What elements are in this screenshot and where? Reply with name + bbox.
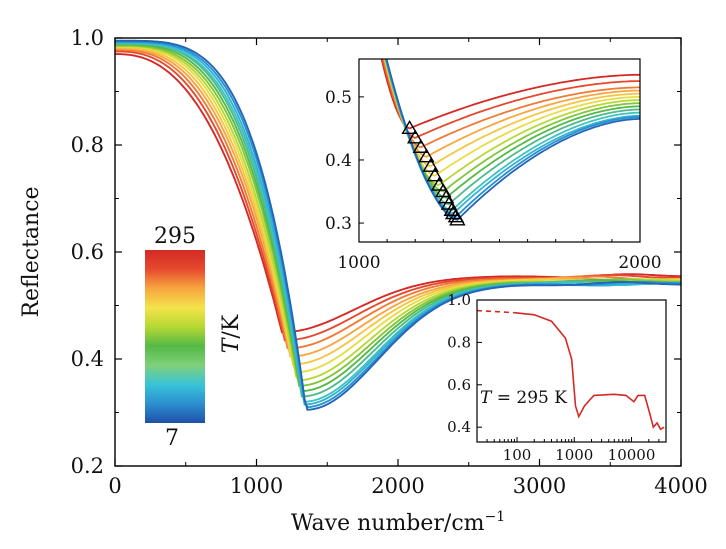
main-y-label: Reflectance — [19, 186, 44, 317]
inset2-annotation: T = 295 K — [480, 388, 567, 408]
main-series-line — [115, 42, 681, 398]
inset1-y-axis: 0.3 0.4 0.5 — [325, 88, 364, 234]
colorbar-axis-label: T/K — [219, 314, 244, 353]
inset1-series-line — [385, 59, 640, 221]
inset2-x-tick-label: 100 — [503, 446, 532, 464]
main-x-tick-label: 4000 — [654, 474, 707, 498]
main-x-tick-label: 0 — [108, 474, 121, 498]
inset2-background — [477, 300, 666, 442]
main-series-line — [115, 40, 681, 409]
main-x-tick-label: 2000 — [371, 474, 424, 498]
inset2-x-tick-label: 1000 — [555, 446, 593, 464]
main-series-line — [115, 47, 681, 358]
inset2-extrapolated-line — [477, 309, 515, 314]
inset1-minimum-marker — [401, 120, 418, 135]
main-series-line — [115, 43, 681, 393]
inset1-x-tick-label: 1000 — [337, 253, 380, 273]
colorbar-gradient — [145, 250, 205, 423]
inset1-minimum-marker — [444, 205, 462, 220]
main-x-tick-label: 1000 — [230, 474, 283, 498]
inset1-minimum-marker — [430, 176, 448, 191]
inset2-y-tick-label: 0.8 — [447, 333, 471, 351]
main-series-group — [115, 39, 681, 411]
inset2-measured-line — [514, 311, 665, 431]
inset1-minimum-marker — [449, 211, 466, 226]
inset1-minimum-marker — [426, 167, 444, 182]
inset-full-spectrum-chart: 100 1000 10000 0.4 0.6 0.8 1.0 T = 295 K — [447, 291, 667, 464]
main-x-tick-label: 3000 — [513, 474, 566, 498]
inset2-y-tick-label: 0.6 — [447, 376, 471, 394]
main-x-label: Wave number/cm−1 — [291, 509, 505, 536]
main-y-axis: 0.2 0.4 0.6 0.8 1.0 — [71, 26, 681, 478]
main-x-axis: 0 1000 2000 3000 4000 — [108, 38, 708, 498]
inset1-x-tick-label: 2000 — [618, 253, 661, 273]
main-x-label-sup: −1 — [485, 509, 506, 525]
inset1-minimum-marker — [406, 129, 424, 144]
main-y-tick-label: 1.0 — [71, 26, 104, 50]
colorbar-min-label: 7 — [165, 426, 179, 451]
inset1-markers — [401, 120, 466, 226]
main-series-line — [115, 48, 681, 350]
main-y-tick-label: 0.4 — [71, 347, 104, 371]
inset1-y-tick-label: 0.3 — [325, 214, 352, 234]
main-series-line — [115, 39, 681, 411]
main-y-tick-label: 0.6 — [71, 240, 104, 264]
main-y-tick-label: 0.8 — [71, 133, 104, 157]
inset1-minimum-marker — [418, 148, 435, 163]
main-y-tick-label: 0.2 — [71, 454, 104, 478]
inset1-y-tick-label: 0.4 — [325, 151, 352, 171]
main-chart: 0 1000 2000 3000 4000 0.2 0.4 0.6 0.8 1.0 Wave n… — [19, 26, 708, 536]
inset1-x-axis: 1000 2000 — [337, 237, 662, 273]
colorbar: 295 7 T/K — [145, 224, 244, 451]
inset2-x-axis: 100 1000 10000 — [476, 437, 667, 464]
inset1-minimum-marker — [422, 157, 439, 172]
inset2-series-group — [477, 309, 665, 431]
inset2-y-tick-label: 1.0 — [447, 291, 471, 309]
inset1-minimum-marker — [412, 138, 430, 153]
inset2-y-axis: 0.4 0.6 0.8 1.0 — [447, 291, 482, 436]
inset2-y-tick-label: 0.4 — [447, 418, 471, 436]
inset1-y-tick-label: 0.5 — [325, 88, 352, 108]
inset2-x-tick-label: 10000 — [608, 446, 656, 464]
inset-minima-chart: 1000 2000 0.3 0.4 0.5 — [325, 58, 662, 273]
colorbar-max-label: 295 — [154, 224, 196, 249]
